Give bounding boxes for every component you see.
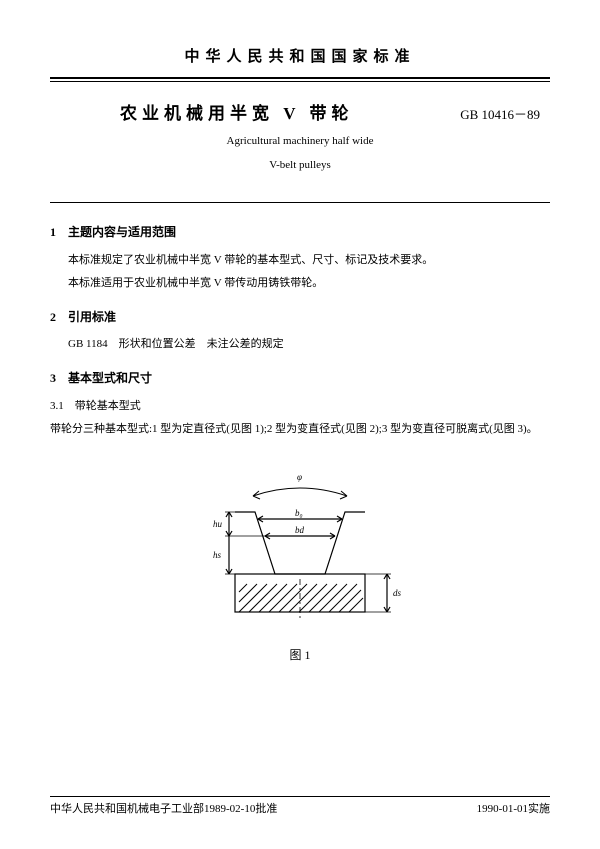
section-3-1-p1: 带轮分三种基本型式:1 型为定直径式(见图 1);2 型为变直径式(见图 2);…: [50, 420, 550, 440]
label-phi: φ: [297, 472, 302, 482]
label-bd: bd: [295, 525, 305, 535]
footer-effective: 1990-01-01实施: [477, 801, 550, 819]
section-2-p1: GB 1184 形状和位置公差 未注公差的规定: [68, 335, 550, 355]
section-1-p2: 本标准适用于农业机械中半宽 V 带传动用铸铁带轮。: [68, 274, 550, 294]
figure-1: φ b₀ bd hu hs ds: [50, 464, 550, 634]
label-ds: ds: [393, 588, 402, 598]
label-hs: hs: [213, 550, 222, 560]
section-1-heading: 1 主题内容与适用范围: [50, 223, 550, 242]
title-row: 农业机械用半宽 V 带轮 GB 10416－89: [50, 100, 550, 127]
title-en-line2: V-belt pulleys: [50, 157, 550, 175]
rule-mid: [50, 202, 550, 203]
footer: 中华人民共和国机械电子工业部1989-02-10批准 1990-01-01实施: [50, 796, 550, 819]
section-1-p1: 本标准规定了农业机械中半宽 V 带轮的基本型式、尺寸、标记及技术要求。: [68, 251, 550, 271]
footer-rule: [50, 796, 550, 797]
section-3-1-heading: 3.1 带轮基本型式: [50, 398, 550, 416]
org-name: 中华人民共和国国家标准: [50, 45, 550, 69]
rule-top-thick: [50, 77, 550, 79]
standard-number: GB 10416－89: [460, 105, 540, 126]
title-en-line1: Agricultural machinery half wide: [50, 133, 550, 151]
pulley-groove-diagram: φ b₀ bd hu hs ds: [195, 464, 405, 634]
label-hu: hu: [213, 519, 223, 529]
label-b0: b₀: [295, 508, 303, 518]
figure-1-caption: 图 1: [50, 646, 550, 665]
title-cn: 农业机械用半宽 V 带轮: [120, 100, 353, 127]
section-2-heading: 2 引用标准: [50, 308, 550, 327]
footer-approval: 中华人民共和国机械电子工业部1989-02-10批准: [50, 801, 277, 819]
section-3-heading: 3 基本型式和尺寸: [50, 369, 550, 388]
rule-top-thin: [50, 81, 550, 82]
